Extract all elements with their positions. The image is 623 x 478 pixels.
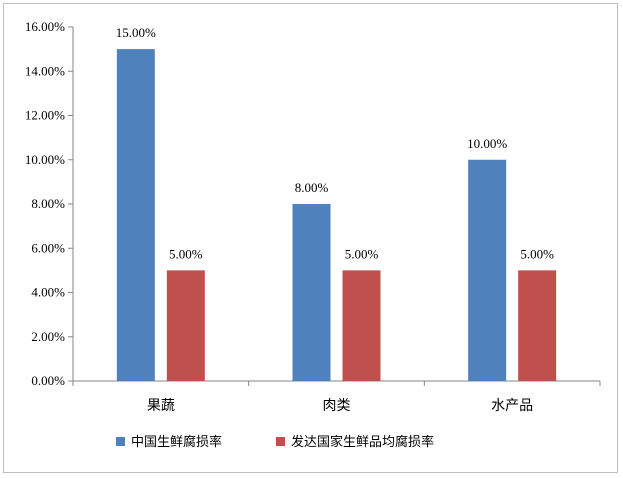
bar-china-0 — [116, 49, 155, 381]
data-label: 5.00% — [345, 246, 379, 261]
legend-label-1: 发达国家生鲜品均腐损率 — [291, 434, 434, 450]
data-label: 5.00% — [520, 246, 554, 261]
y-tick-label: 10.00% — [25, 152, 65, 167]
data-label: 5.00% — [169, 246, 203, 261]
data-label: 10.00% — [467, 136, 507, 151]
bar-developed-0 — [166, 270, 205, 381]
bar-developed-2 — [518, 270, 557, 381]
x-category-label: 水产品 — [491, 398, 533, 414]
bar-developed-1 — [342, 270, 381, 381]
legend-swatch-1 — [276, 437, 285, 446]
y-tick-label: 12.00% — [25, 108, 65, 123]
x-category-label: 肉类 — [323, 398, 351, 414]
y-tick-label: 8.00% — [31, 196, 65, 211]
legend-swatch-0 — [116, 437, 125, 446]
y-tick-label: 16.00% — [25, 19, 65, 34]
y-tick-label: 6.00% — [31, 240, 65, 255]
legend-label-0: 中国生鲜腐损率 — [131, 434, 222, 450]
y-tick-label: 0.00% — [31, 373, 65, 388]
y-tick-label: 4.00% — [31, 285, 65, 300]
data-label: 8.00% — [295, 180, 329, 195]
y-tick-label: 2.00% — [31, 329, 65, 344]
data-label: 15.00% — [116, 25, 156, 40]
y-tick-label: 14.00% — [25, 63, 65, 78]
bar-china-2 — [468, 159, 507, 381]
x-category-label: 果蔬 — [147, 398, 175, 414]
bar-china-1 — [292, 204, 331, 381]
